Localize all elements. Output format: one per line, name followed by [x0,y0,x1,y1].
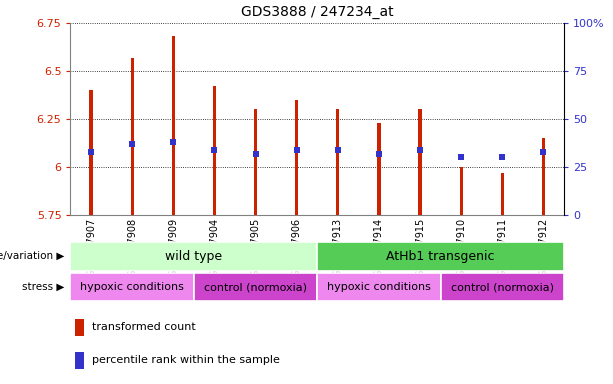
Bar [75,319,85,336]
Bar [501,173,504,215]
Text: percentile rank within the sample: percentile rank within the sample [92,356,280,366]
Bar [131,58,134,215]
Bar [336,109,340,215]
Bar [295,100,299,215]
Text: stress ▶: stress ▶ [22,282,64,292]
Text: control (normoxia): control (normoxia) [451,282,554,292]
Text: hypoxic conditions: hypoxic conditions [327,282,431,292]
Title: GDS3888 / 247234_at: GDS3888 / 247234_at [241,5,394,19]
Bar [194,273,318,301]
Text: transformed count: transformed count [92,322,196,332]
Text: hypoxic conditions: hypoxic conditions [80,282,184,292]
Bar [213,86,216,215]
Bar [460,167,463,215]
Bar [254,109,257,215]
Text: AtHb1 transgenic: AtHb1 transgenic [386,250,495,263]
Bar [377,123,381,215]
Bar [172,36,175,215]
Bar [318,242,564,271]
Bar [318,273,441,301]
Bar [419,109,422,215]
Bar [70,273,194,301]
Bar [70,242,318,271]
Text: wild type: wild type [166,250,223,263]
Text: control (normoxia): control (normoxia) [204,282,307,292]
Text: genotype/variation ▶: genotype/variation ▶ [0,251,64,262]
Bar [75,352,85,369]
Bar [89,90,93,215]
Bar [441,273,564,301]
Bar [542,138,545,215]
